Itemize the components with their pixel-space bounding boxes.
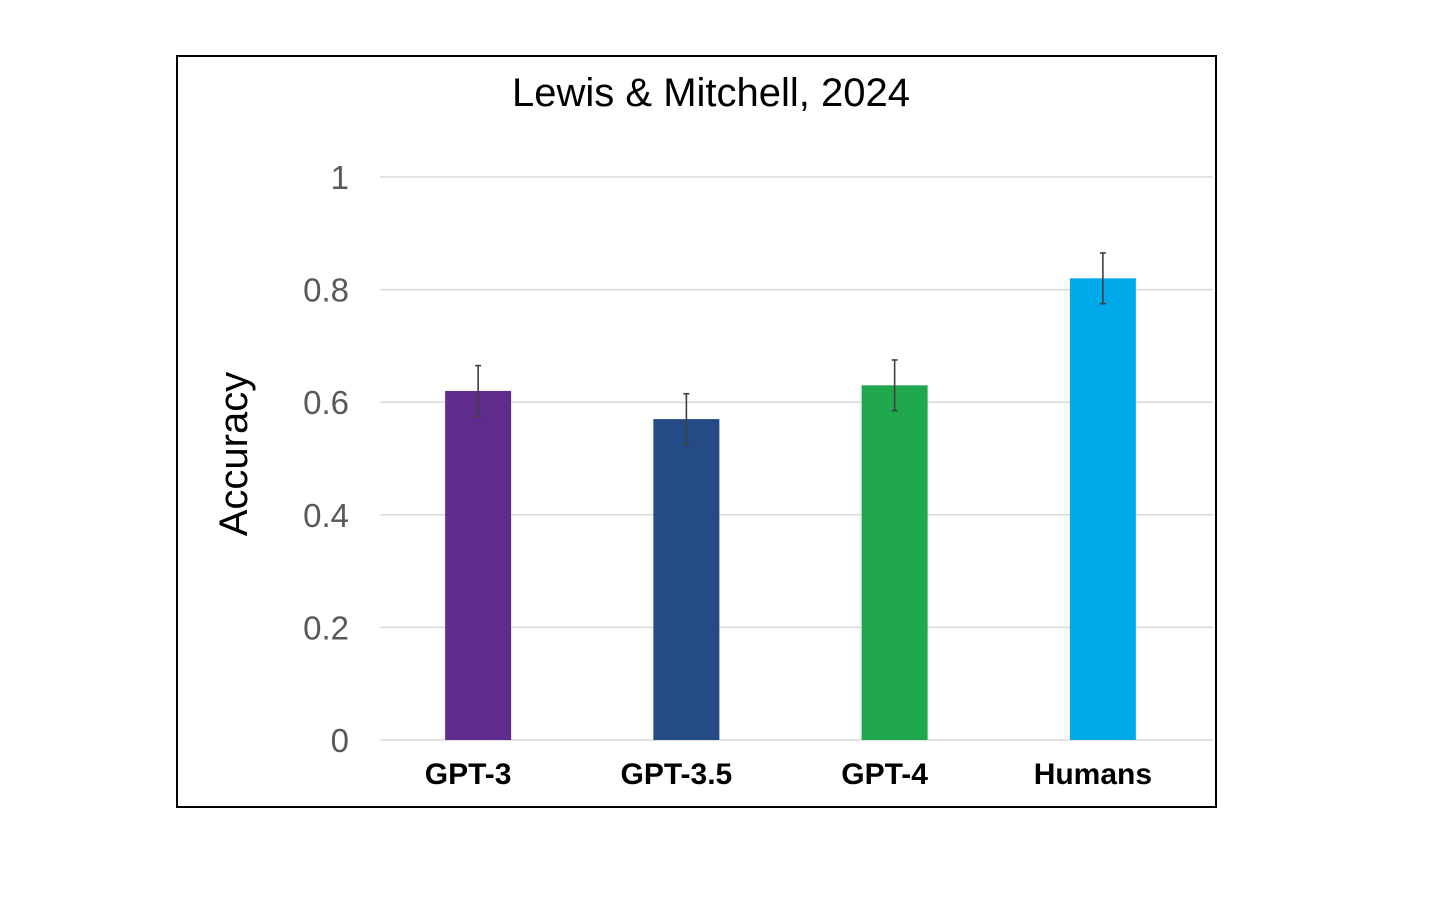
bar-gpt-3-5 [653,419,720,740]
bars [445,278,1136,740]
y-tick-label: 1 [331,159,349,196]
y-tick-label: 0.2 [303,609,349,646]
x-category-label: Humans [1034,758,1152,791]
y-tick-label: 0.8 [303,272,349,309]
bar-gpt-4 [861,385,928,740]
y-tick-label: 0 [331,722,349,759]
x-axis-labels: GPT-3 GPT-3.5 GPT-4 Humans [425,758,1152,791]
bar-humans [1069,278,1136,740]
y-axis-ticks: 0 0.2 0.4 0.6 0.8 1 [303,159,349,759]
y-tick-label: 0.6 [303,384,349,421]
bar-gpt-3 [445,390,512,740]
chart-title: Lewis & Mitchell, 2024 [512,71,910,115]
x-category-label: GPT-3 [425,758,512,791]
y-tick-label: 0.4 [303,497,349,534]
error-bar [891,359,898,412]
x-category-label: GPT-4 [841,758,928,791]
error-bar [475,364,482,418]
error-bar [683,392,690,446]
error-bars [475,252,1106,446]
y-axis-title: Accuracy [212,372,256,537]
error-bar [1099,252,1106,305]
x-category-label: GPT-3.5 [621,758,733,791]
